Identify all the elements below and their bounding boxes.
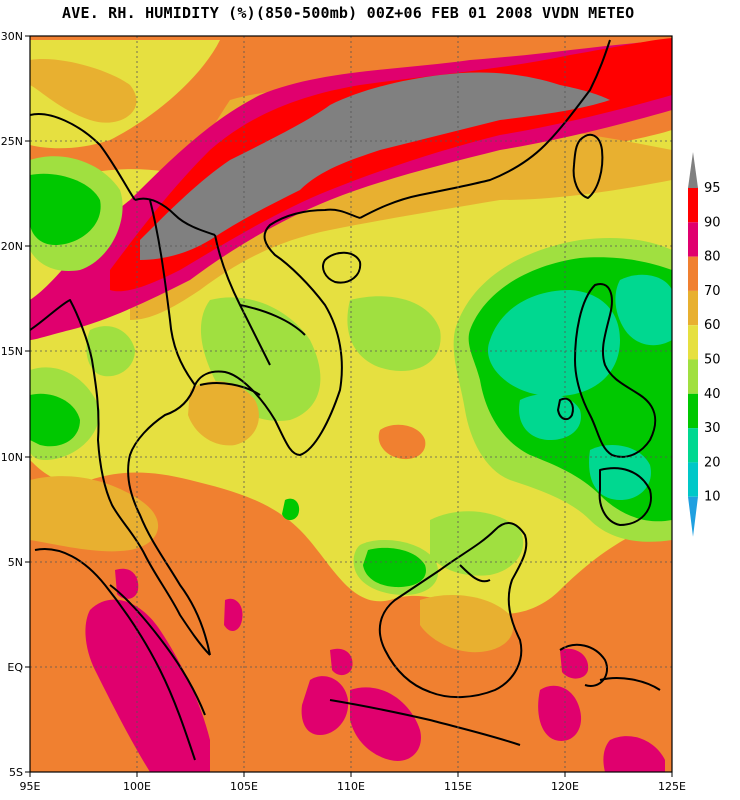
border-2 <box>134 197 216 236</box>
border-5 <box>239 304 306 336</box>
humidity-field <box>30 36 672 772</box>
tick-marks <box>25 35 673 777</box>
coast-sumatra-w <box>34 548 196 761</box>
colorbar-label: 90 <box>704 215 721 230</box>
gridlines <box>30 36 672 772</box>
field-green-wm <box>30 393 80 447</box>
border-6 <box>199 382 261 396</box>
colorbar-swatch <box>688 256 698 291</box>
field-magenta-s7 <box>603 736 665 772</box>
coast-china <box>359 39 611 219</box>
border-7 <box>459 564 491 583</box>
field-teal-e2 <box>519 394 581 440</box>
colorbar-swatch <box>688 290 698 326</box>
field-magenta-s2 <box>224 598 243 632</box>
field-green-s <box>363 547 426 588</box>
border-1 <box>30 113 136 201</box>
field-grey-core <box>140 72 610 260</box>
coast-sulawesi <box>559 643 608 687</box>
colorbar-label: 70 <box>704 284 721 299</box>
colorbar-under-arrow <box>688 496 698 537</box>
colorbar-swatch <box>688 188 698 223</box>
colorbar-over-arrow <box>688 152 698 188</box>
coast-taiwan <box>572 133 604 199</box>
coast-west <box>30 299 211 656</box>
lat-label: 25N <box>1 135 23 148</box>
lat-labels: 30N 25N 20N 15N 10N 5N EQ 5S <box>1 30 24 779</box>
coastlines <box>30 39 661 761</box>
lon-label: 120E <box>551 780 579 793</box>
field-lorange-s <box>420 595 514 653</box>
coast-hainan <box>322 251 362 284</box>
lon-labels: 95E 100E 105E 110E 115E 120E 125E <box>20 780 686 793</box>
colorbar-label: 80 <box>704 250 721 265</box>
lat-label: 30N <box>1 30 23 43</box>
coast-sumatra-e <box>109 584 206 716</box>
lon-label: 105E <box>230 780 258 793</box>
colorbar-swatch <box>688 462 698 497</box>
colorbar-label: 50 <box>704 353 721 368</box>
field-orange-c2 <box>378 424 426 460</box>
colorbar-swatch <box>688 222 698 257</box>
colorbar-label: 30 <box>704 421 721 436</box>
colorbar-swatch <box>688 428 698 463</box>
colorbar-label: 20 <box>704 455 721 470</box>
coast-java <box>329 699 521 746</box>
lon-label: 95E <box>20 780 41 793</box>
lat-label: EQ <box>7 661 23 674</box>
coast-luzon <box>574 283 657 458</box>
field-orange-c <box>188 381 259 446</box>
colorbar-swatch <box>688 359 698 394</box>
colorbar-swatch <box>688 393 698 429</box>
coast-mindanao <box>598 467 652 526</box>
lon-label: 100E <box>123 780 151 793</box>
field-green-w <box>30 173 101 245</box>
lon-label: 110E <box>337 780 365 793</box>
colorbar: 95 90 80 70 60 50 40 30 20 10 <box>688 152 721 537</box>
field-magenta-s4 <box>330 648 353 676</box>
coast-gulf <box>127 384 211 656</box>
colorbar-label: 95 <box>704 181 721 196</box>
field-orange-nw <box>30 59 137 123</box>
field-magenta-s3 <box>301 676 349 735</box>
colorbar-label: 40 <box>704 387 721 402</box>
field-green-s2 <box>282 498 300 521</box>
lat-label: 5N <box>8 556 23 569</box>
map-title: AVE. RH. HUMIDITY (%)(850-500mb) 00Z+06 … <box>62 4 635 22</box>
colorbar-label: 10 <box>704 490 721 505</box>
lat-label: 5S <box>9 766 23 779</box>
field-lorange-sw <box>30 476 159 552</box>
lat-label: 15N <box>1 345 23 358</box>
lat-label: 10N <box>1 451 23 464</box>
colorbar-swatch <box>688 325 698 360</box>
field-magenta-sumatra <box>85 599 210 772</box>
field-teal-e1 <box>487 290 620 397</box>
field-teal-e4 <box>615 274 672 346</box>
coast-phil-island <box>557 397 574 421</box>
colorbar-label: 60 <box>704 318 721 333</box>
field-teal-e3 <box>589 445 651 500</box>
coast-east-islands <box>599 677 661 691</box>
border-4 <box>149 199 196 386</box>
field-magenta-s5 <box>350 687 421 761</box>
field-magenta-s8 <box>560 648 589 679</box>
lon-label: 115E <box>444 780 472 793</box>
field-magenta-s6 <box>538 685 582 741</box>
field-magenta-s1 <box>115 568 139 599</box>
lon-label: 125E <box>658 780 686 793</box>
field-lgreen-c2 <box>347 296 441 371</box>
coast-borneo <box>378 522 528 699</box>
lat-label: 20N <box>1 240 23 253</box>
